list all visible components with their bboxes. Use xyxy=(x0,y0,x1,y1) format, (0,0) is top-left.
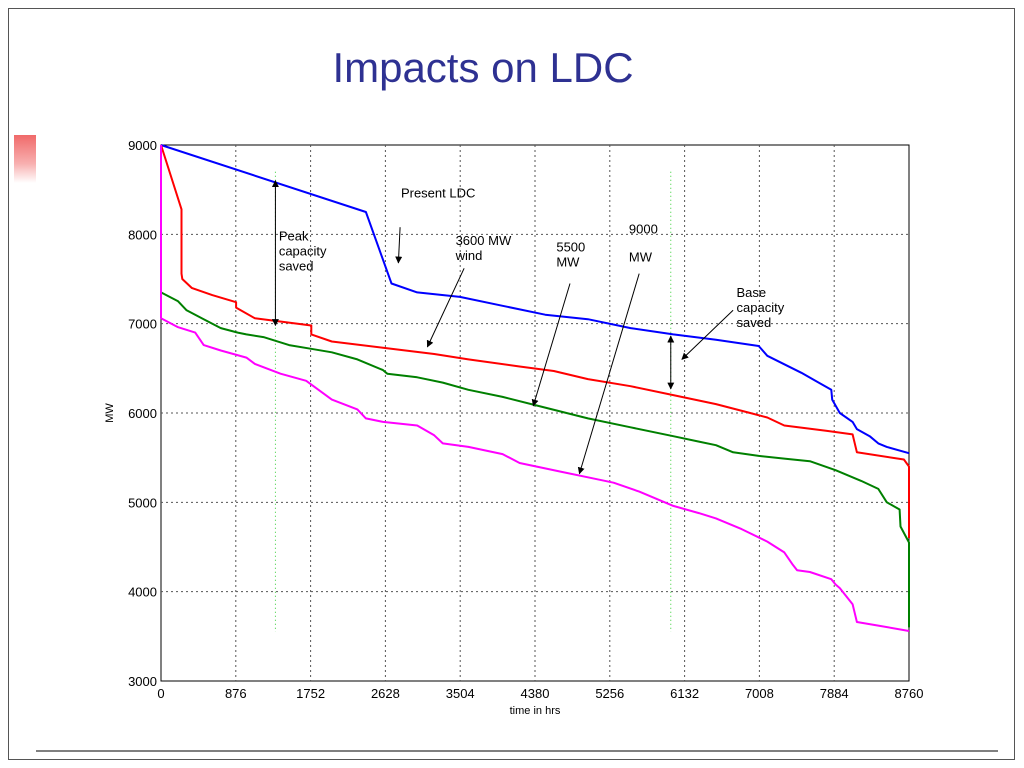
y-tick-label: 6000 xyxy=(128,406,157,421)
x-tick-label: 1752 xyxy=(296,686,325,701)
series-line-4 xyxy=(160,145,910,632)
annotation-arrow-4 xyxy=(531,283,571,407)
x-tick-label: 7008 xyxy=(745,686,774,701)
annotation-text-5: 9000 xyxy=(629,221,658,236)
x-tick-label: 8760 xyxy=(895,686,924,701)
annotation-text-2: Peak xyxy=(279,229,309,244)
grid-lines xyxy=(161,145,909,681)
series-line-1 xyxy=(160,144,910,455)
annotation-text-1: Present LDC xyxy=(401,186,475,201)
y-tick-label: 7000 xyxy=(128,317,157,332)
tick-labels: 0 876 1752 2628 3504 4380 5256 6132 7008 7884 8760… xyxy=(128,138,923,701)
annotation-text-6: capacity xyxy=(737,300,785,315)
x-tick-label: 0 xyxy=(157,686,164,701)
annotation-text-2: saved xyxy=(279,259,314,274)
y-tick-label: 3000 xyxy=(128,674,157,689)
y-tick-label: 5000 xyxy=(128,495,157,510)
y-tick-label: 4000 xyxy=(128,585,157,600)
series-line-3 xyxy=(160,291,910,628)
annotation-arrow-6 xyxy=(681,309,734,360)
x-axis-label: time in hrs xyxy=(510,705,561,717)
annotation-text-4: 5500 xyxy=(556,239,585,254)
x-tick-label: 3504 xyxy=(446,686,475,701)
x-tick-label: 4380 xyxy=(521,686,550,701)
y-tick-label: 8000 xyxy=(128,227,157,242)
annotation-text-2: capacity xyxy=(279,244,327,259)
y-tick-label: 9000 xyxy=(128,138,157,153)
annotation-text-6: Base xyxy=(737,285,767,300)
annotation-text-3: wind xyxy=(455,248,483,263)
y-axis-label: MW xyxy=(104,403,116,423)
series-lines xyxy=(160,144,910,632)
annotation-text-4: MW xyxy=(556,254,580,269)
annotation-text-6: saved xyxy=(737,315,772,330)
annotation-text-3: 3600 MW xyxy=(456,233,512,248)
annotation-arrow-5 xyxy=(577,273,640,475)
x-tick-label: 6132 xyxy=(670,686,699,701)
accent-bar xyxy=(14,135,36,183)
slide-title: Impacts on LDC xyxy=(332,44,634,91)
series-line-2 xyxy=(160,144,910,539)
footer-line xyxy=(36,750,998,752)
annotation-text-5: MW xyxy=(629,249,653,264)
annotation-arrow-1 xyxy=(395,227,403,264)
x-tick-label: 2628 xyxy=(371,686,400,701)
x-tick-label: 7884 xyxy=(820,686,849,701)
x-tick-label: 876 xyxy=(225,686,247,701)
annotation-arrow-3 xyxy=(426,268,465,348)
x-tick-label: 5256 xyxy=(595,686,624,701)
